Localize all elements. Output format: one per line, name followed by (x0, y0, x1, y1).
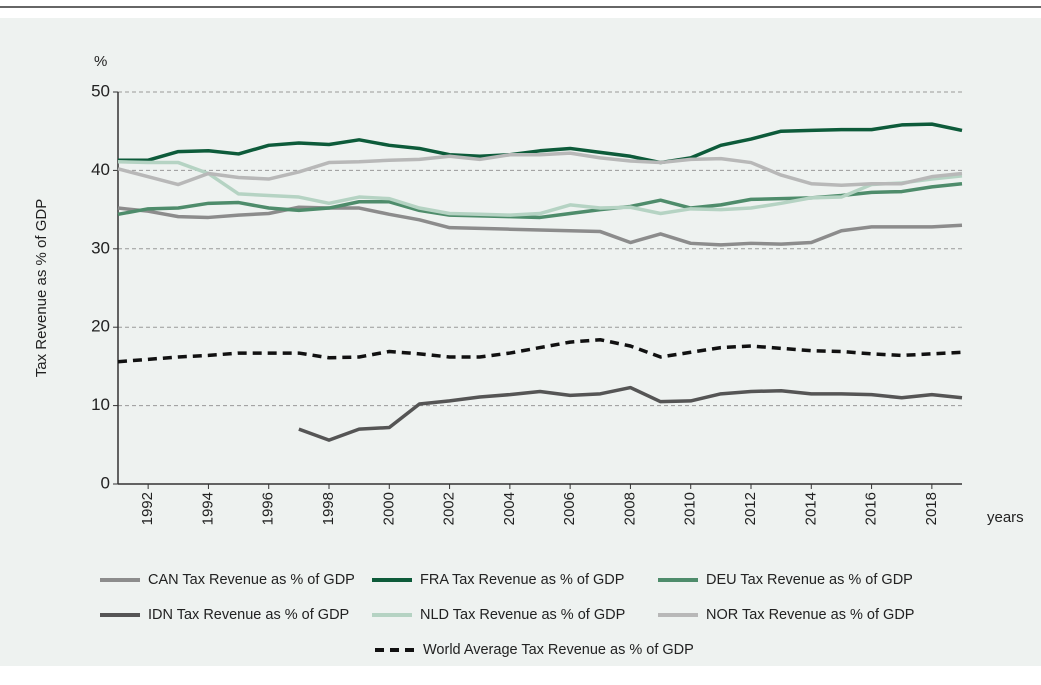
x-tick-label: 1996 (260, 492, 277, 525)
y-tick-label: 30 (91, 238, 110, 257)
series-line (117, 160, 963, 217)
x-tick-label: 2000 (380, 492, 397, 525)
series-line (117, 151, 963, 188)
y-tick-label: 0 (101, 473, 110, 492)
x-tick-label: 2008 (621, 492, 638, 525)
legend-label: World Average Tax Revenue as % of GDP (423, 642, 694, 658)
series-line (118, 122, 963, 165)
y-unit: % (94, 53, 107, 70)
x-tick-label: 2012 (742, 492, 759, 525)
series-line (117, 205, 963, 247)
series-line (298, 385, 963, 442)
x-tick-label: 2004 (501, 492, 518, 525)
y-tick-label: 50 (91, 81, 110, 100)
x-tick-label: 2002 (441, 492, 458, 525)
panel (0, 18, 1041, 666)
x-tick-label: 1992 (139, 492, 156, 525)
y-tick-label: 10 (91, 395, 110, 414)
y-axis-label: Tax Revenue as % of GDP (33, 199, 50, 377)
y-tick-label: 20 (91, 317, 110, 336)
series-line (117, 337, 963, 364)
y-tick-label: 40 (91, 160, 110, 179)
x-tick-label: 2014 (802, 492, 819, 525)
x-tick-label: 1998 (320, 492, 337, 525)
x-tick-label: 2006 (561, 492, 578, 525)
x-tick-label: 2016 (863, 492, 880, 525)
legend-label: NOR Tax Revenue as % of GDP (706, 607, 914, 623)
x-tick-label: 1994 (199, 492, 216, 525)
legend-label: IDN Tax Revenue as % of GDP (148, 607, 349, 623)
x-axis-label: years (987, 509, 1024, 526)
legend-label: DEU Tax Revenue as % of GDP (706, 572, 913, 588)
x-tick-label: 2018 (923, 492, 940, 525)
x-tick-label: 2010 (682, 492, 699, 525)
legend-label: CAN Tax Revenue as % of GDP (148, 572, 355, 588)
legend-label: FRA Tax Revenue as % of GDP (420, 572, 624, 588)
legend-label: NLD Tax Revenue as % of GDP (420, 607, 625, 623)
